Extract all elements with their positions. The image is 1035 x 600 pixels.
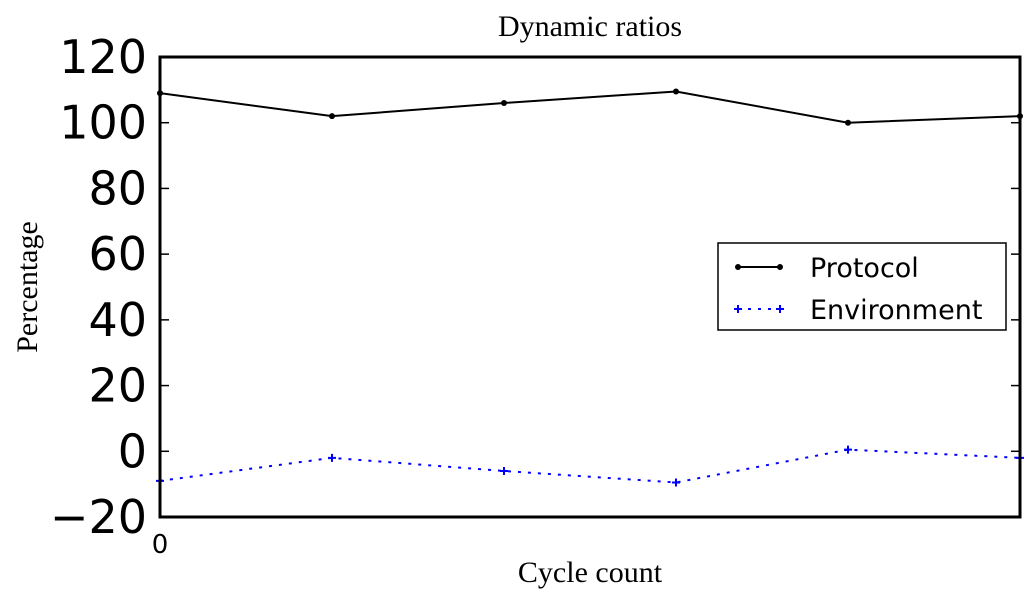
data-point-protocol bbox=[329, 113, 335, 120]
data-point-environment bbox=[672, 478, 680, 487]
series-line-environment bbox=[159, 448, 1021, 484]
y-tick-label: 100 bbox=[59, 96, 147, 150]
data-point-environment bbox=[500, 467, 508, 475]
y-tick-label: 20 bbox=[88, 359, 147, 413]
y-tick-label: 120 bbox=[59, 30, 147, 84]
y-tick-label: −20 bbox=[50, 490, 147, 544]
legend-box bbox=[717, 242, 1007, 331]
legend: Protocol Environment bbox=[717, 242, 1007, 331]
y-tick-label: 40 bbox=[88, 293, 147, 347]
plot-frame bbox=[158, 55, 1022, 519]
legend-marker bbox=[735, 264, 741, 270]
chart-title: Dynamic ratios bbox=[498, 10, 682, 43]
y-tick-label: 60 bbox=[88, 227, 147, 281]
legend-label-protocol: Protocol bbox=[810, 253, 919, 284]
legend-marker bbox=[734, 305, 742, 313]
x-axis-ticks: 0 bbox=[152, 530, 169, 560]
y-tick-label: 0 bbox=[118, 424, 147, 478]
data-point-environment bbox=[844, 445, 852, 454]
x-tick-label: 0 bbox=[152, 530, 169, 560]
legend-marker bbox=[776, 305, 784, 313]
x-axis-label: Cycle count bbox=[518, 556, 663, 589]
data-point-environment bbox=[328, 453, 336, 462]
legend-marker bbox=[777, 264, 783, 270]
data-point-protocol bbox=[501, 100, 507, 106]
data-point-protocol bbox=[845, 119, 851, 126]
y-axis-label: Percentage bbox=[11, 221, 44, 353]
series-line-protocol bbox=[159, 90, 1021, 124]
y-axis-ticks: −20 0 20 40 60 80 100 120 bbox=[50, 30, 1020, 544]
data-point-protocol bbox=[673, 88, 679, 95]
y-tick-label: 80 bbox=[88, 161, 147, 215]
legend-label-environment: Environment bbox=[810, 295, 982, 326]
